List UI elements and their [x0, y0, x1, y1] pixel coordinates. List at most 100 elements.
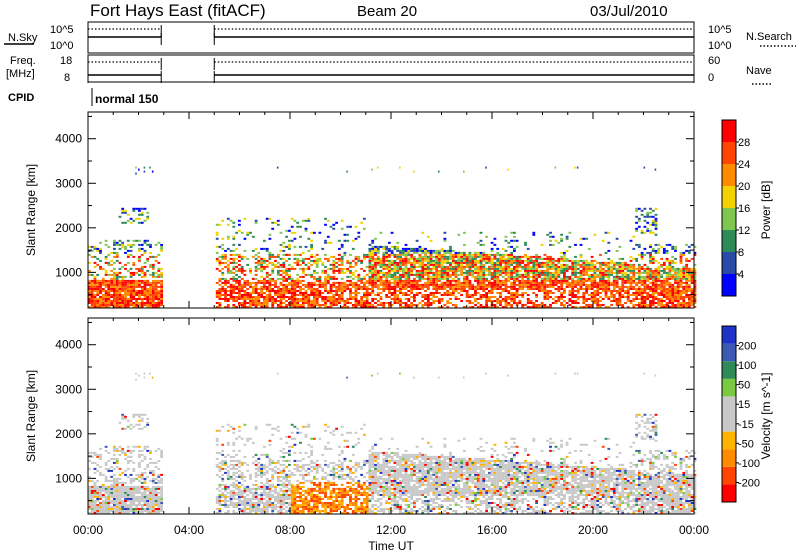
velocity-cell: [99, 471, 102, 474]
power-cell: [471, 255, 475, 258]
power-cell: [446, 277, 450, 280]
velocity-cell: [221, 461, 225, 464]
power-cell: [368, 249, 372, 252]
power-cell: [599, 285, 602, 288]
power-cell: [274, 302, 277, 304]
power-cell: [449, 285, 452, 288]
velocity-cell: [115, 489, 119, 492]
power-cell: [682, 285, 686, 288]
power-cell: [549, 285, 552, 288]
power-cell: [424, 259, 427, 262]
power-cell: [510, 231, 513, 234]
power-cell: [313, 255, 316, 258]
power-cell: [674, 296, 677, 298]
power-cell: [390, 288, 394, 290]
power-cell: [543, 298, 547, 300]
power-cell: [113, 277, 116, 280]
power-cell: [568, 259, 572, 262]
power-cell: [643, 300, 647, 302]
power-cell: [640, 292, 644, 294]
power-cell: [396, 279, 400, 282]
velocity-cell: [124, 473, 127, 476]
power-cell: [579, 279, 583, 282]
power-cell: [379, 259, 383, 262]
power-cell: [540, 288, 544, 290]
power-cell: [490, 261, 494, 264]
power-cell: [279, 304, 283, 306]
power-cell: [471, 269, 475, 272]
power-cell: [404, 306, 408, 308]
power-cell: [285, 288, 288, 290]
power-cell: [288, 257, 291, 260]
power-cell: [365, 294, 369, 296]
power-cell: [93, 306, 97, 308]
power-cell: [257, 261, 261, 264]
power-cell: [396, 263, 400, 266]
power-cell: [474, 267, 477, 270]
power-cell: [401, 267, 405, 270]
power-cell: [413, 259, 416, 262]
power-cell: [637, 277, 641, 280]
power-cell: [590, 267, 594, 270]
power-cell: [424, 304, 427, 306]
power-cell: [218, 304, 222, 306]
power-cell: [146, 300, 150, 302]
power-cell: [93, 275, 97, 278]
power-cell: [349, 269, 352, 272]
velocity-cell: [151, 489, 155, 492]
colorbar-segment: [722, 120, 736, 142]
power-cell: [246, 292, 250, 294]
power-cell: [515, 273, 519, 276]
power-cell: [90, 290, 94, 292]
power-cell: [157, 294, 161, 296]
power-cell: [390, 281, 394, 284]
velocity-cell: [93, 451, 97, 454]
power-cell: [324, 217, 327, 220]
power-cell: [351, 239, 355, 242]
power-cell: [368, 263, 372, 266]
velocity-cell: [101, 489, 105, 492]
power-cell: [415, 304, 419, 306]
power-cell: [443, 292, 447, 294]
power-cell: [310, 275, 313, 278]
velocity-cell: [221, 477, 225, 480]
power-cell: [687, 249, 691, 252]
power-cell: [376, 292, 380, 294]
power-cell: [674, 298, 677, 300]
power-cell: [621, 294, 625, 296]
power-cell: [226, 304, 230, 306]
power-cell: [351, 259, 355, 262]
power-cell: [215, 233, 219, 236]
power-cell: [271, 290, 275, 292]
power-cell: [388, 261, 391, 264]
velocity-cell: [124, 504, 127, 506]
power-cell: [440, 277, 444, 280]
power-cell: [560, 277, 563, 280]
power-cell: [571, 285, 575, 288]
power-cell: [535, 306, 538, 308]
velocity-cell: [118, 453, 122, 456]
power-cell: [535, 263, 538, 266]
power-cell: [576, 275, 580, 278]
power-cell: [149, 243, 152, 246]
power-cell: [126, 269, 130, 272]
power-cell: [451, 259, 455, 262]
power-cell: [490, 277, 494, 280]
power-cell: [587, 273, 591, 276]
power-cell: [682, 273, 686, 276]
power-cell: [568, 275, 572, 278]
velocity-cell: [121, 413, 125, 416]
power-cell: [326, 275, 330, 278]
power-cell: [254, 273, 258, 276]
power-cell: [318, 279, 322, 282]
power-cell: [432, 300, 436, 302]
velocity-cell: [129, 510, 133, 512]
power-cell: [557, 300, 561, 302]
power-cell: [413, 279, 416, 282]
power-cell: [326, 292, 330, 294]
velocity-cell: [138, 512, 141, 514]
power-cell: [510, 296, 513, 298]
power-cell: [474, 255, 477, 258]
power-cell: [113, 283, 116, 286]
power-cell: [126, 300, 130, 302]
